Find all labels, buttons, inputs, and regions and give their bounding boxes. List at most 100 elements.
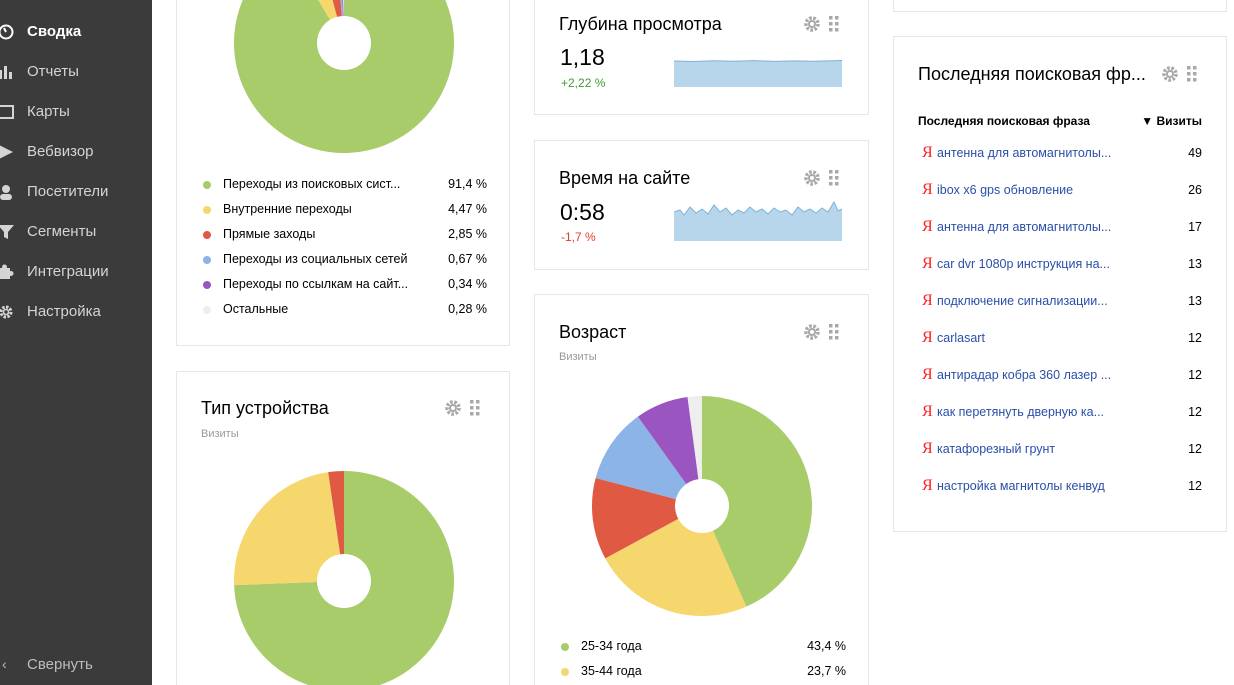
legend-item[interactable]: 25-34 года 43,4 % (559, 638, 846, 658)
pie-slice-1[interactable] (605, 506, 747, 616)
search-phrase-link[interactable]: настройка магнитолы кенвуд (937, 479, 1105, 493)
visits-value: 12 (1188, 479, 1202, 493)
widget-subtitle: Визиты (201, 428, 239, 440)
drag-handle-icon[interactable] (829, 16, 839, 32)
legend-label: Переходы из социальных сетей (223, 252, 408, 266)
age-pie (592, 396, 812, 616)
drag-handle-icon[interactable] (470, 400, 480, 416)
legend-dot (203, 256, 211, 264)
widget-title: Тип устройства (201, 398, 329, 418)
widget-title: Последняя поисковая фр... (918, 64, 1146, 84)
visits-value: 49 (1188, 146, 1202, 160)
legend-item[interactable]: Прямые заходы 2,85 % (201, 226, 487, 246)
table-header: Последняя поисковая фраза ▼ Визиты (918, 112, 1202, 132)
sidebar-item-reports[interactable]: Отчеты (0, 52, 152, 92)
legend-label: Переходы по ссылкам на сайт... (223, 277, 409, 291)
yandex-logo-icon: Я (922, 255, 933, 272)
sidebar-item-label: Интеграции (27, 263, 109, 280)
pie-slice-2[interactable] (328, 471, 344, 581)
search-phrase-link[interactable]: как перетянуть дверную ка... (937, 405, 1105, 419)
pie-slice-5[interactable] (687, 396, 702, 506)
drag-handle-icon[interactable] (1187, 66, 1197, 82)
collapse-label: Свернуть (27, 656, 93, 673)
yandex-logo-icon: Я (922, 440, 933, 457)
sidebar-item-integrations[interactable]: Интеграции (0, 252, 152, 292)
sidebar-item-visitors[interactable]: Посетители (0, 172, 152, 212)
gear-icon[interactable] (1161, 65, 1179, 83)
legend-item[interactable]: Переходы из социальных сетей 0,67 % (201, 251, 487, 271)
search-phrase-link[interactable]: подключение сигнализации... (937, 294, 1108, 308)
yandex-logo-icon: Я (922, 181, 933, 198)
legend-value: 2,85 % (448, 227, 487, 241)
yandex-logo-icon: Я (922, 218, 933, 235)
pie-slice-0[interactable] (234, 0, 455, 153)
sidebar-item-label: Вебвизор (27, 143, 94, 160)
gear-icon[interactable] (803, 323, 821, 341)
legend-value: 4,47 % (448, 202, 487, 216)
legend-label: Внутренние переходы (223, 202, 352, 216)
legend-item[interactable]: 35-44 года 23,7 % (559, 663, 846, 683)
filter-icon (0, 225, 14, 239)
metric-value: 0:58 (560, 199, 605, 225)
search-phrase-link[interactable]: антенна для автомагнитолы... (937, 220, 1112, 234)
yandex-logo-icon: Я (922, 329, 933, 346)
visits-value: 12 (1188, 442, 1202, 456)
legend-item[interactable]: Остальные 0,28 % (201, 301, 487, 321)
column-visits-sort[interactable]: ▼ Визиты (1141, 114, 1202, 128)
visits-value: 12 (1188, 405, 1202, 419)
metric-value: 1,18 (560, 44, 605, 70)
legend-value: 0,34 % (448, 277, 487, 291)
pie-slice-1[interactable] (234, 472, 344, 586)
widget-title: Глубина просмотра (559, 14, 722, 34)
legend-dot (203, 181, 211, 189)
search-phrase-link[interactable]: катафорезный грунт (937, 442, 1056, 456)
sidebar-item-maps[interactable]: Карты (0, 92, 152, 132)
legend-item[interactable]: Внутренние переходы 4,47 % (201, 201, 487, 221)
collapse-sidebar-button[interactable]: ‹ Свернуть (0, 650, 152, 680)
legend-item[interactable]: Переходы по ссылкам на сайт... 0,34 % (201, 276, 487, 296)
gear-icon[interactable] (444, 399, 462, 417)
widget-card-above (893, 0, 1227, 12)
gear-icon[interactable] (803, 169, 821, 187)
person-icon (0, 185, 12, 200)
metric-delta: +2,22 % (561, 76, 606, 90)
sidebar-item-summary[interactable]: Сводка (0, 12, 152, 52)
pie-slice-4[interactable] (637, 396, 702, 506)
legend-value: 0,28 % (448, 302, 487, 316)
pie-slice-3[interactable] (595, 416, 702, 506)
chevron-left-icon: ‹ (2, 656, 7, 672)
gear-icon[interactable] (803, 15, 821, 33)
search-phrase-link[interactable]: car dvr 1080p инструкция на... (937, 257, 1110, 271)
widget-title: Время на сайте (559, 168, 691, 188)
pie-slice-0[interactable] (702, 396, 812, 607)
search-phrase-link[interactable]: carlasart (937, 331, 985, 345)
sidebar-item-segments[interactable]: Сегменты (0, 212, 152, 252)
legend-item[interactable]: Переходы из поисковых сист... 91,4 % (201, 176, 487, 196)
yandex-logo-icon: Я (922, 144, 933, 161)
sidebar-item-webvisor[interactable]: Вебвизор (0, 132, 152, 172)
legend-dot (561, 643, 569, 651)
legend-value: 91,4 % (448, 177, 487, 191)
sidebar-item-settings[interactable]: Настройка (0, 292, 152, 332)
search-phrase-link[interactable]: антенна для автомагнитолы... (937, 146, 1112, 160)
time-on-site-widget: Время на сайте 0:58 -1,7 % (534, 140, 869, 270)
legend-label: 35-44 года (581, 664, 642, 678)
visits-value: 12 (1188, 368, 1202, 382)
drag-handle-icon[interactable] (829, 170, 839, 186)
pie-slice-2[interactable] (592, 477, 702, 559)
drag-handle-icon[interactable] (829, 324, 839, 340)
age-widget: Возраст Визиты 25-34 года 43,4 % 35-44 год… (534, 294, 869, 685)
widget-title: Возраст (559, 322, 627, 342)
search-phrases-widget: Последняя поисковая фр... Последняя поис… (893, 36, 1227, 532)
search-phrase-link[interactable]: антирадар кобра 360 лазер ... (937, 368, 1112, 382)
search-phrase-link[interactable]: ibox x6 gps обновление (937, 183, 1074, 197)
legend-dot (203, 231, 211, 239)
visits-value: 12 (1188, 331, 1202, 345)
